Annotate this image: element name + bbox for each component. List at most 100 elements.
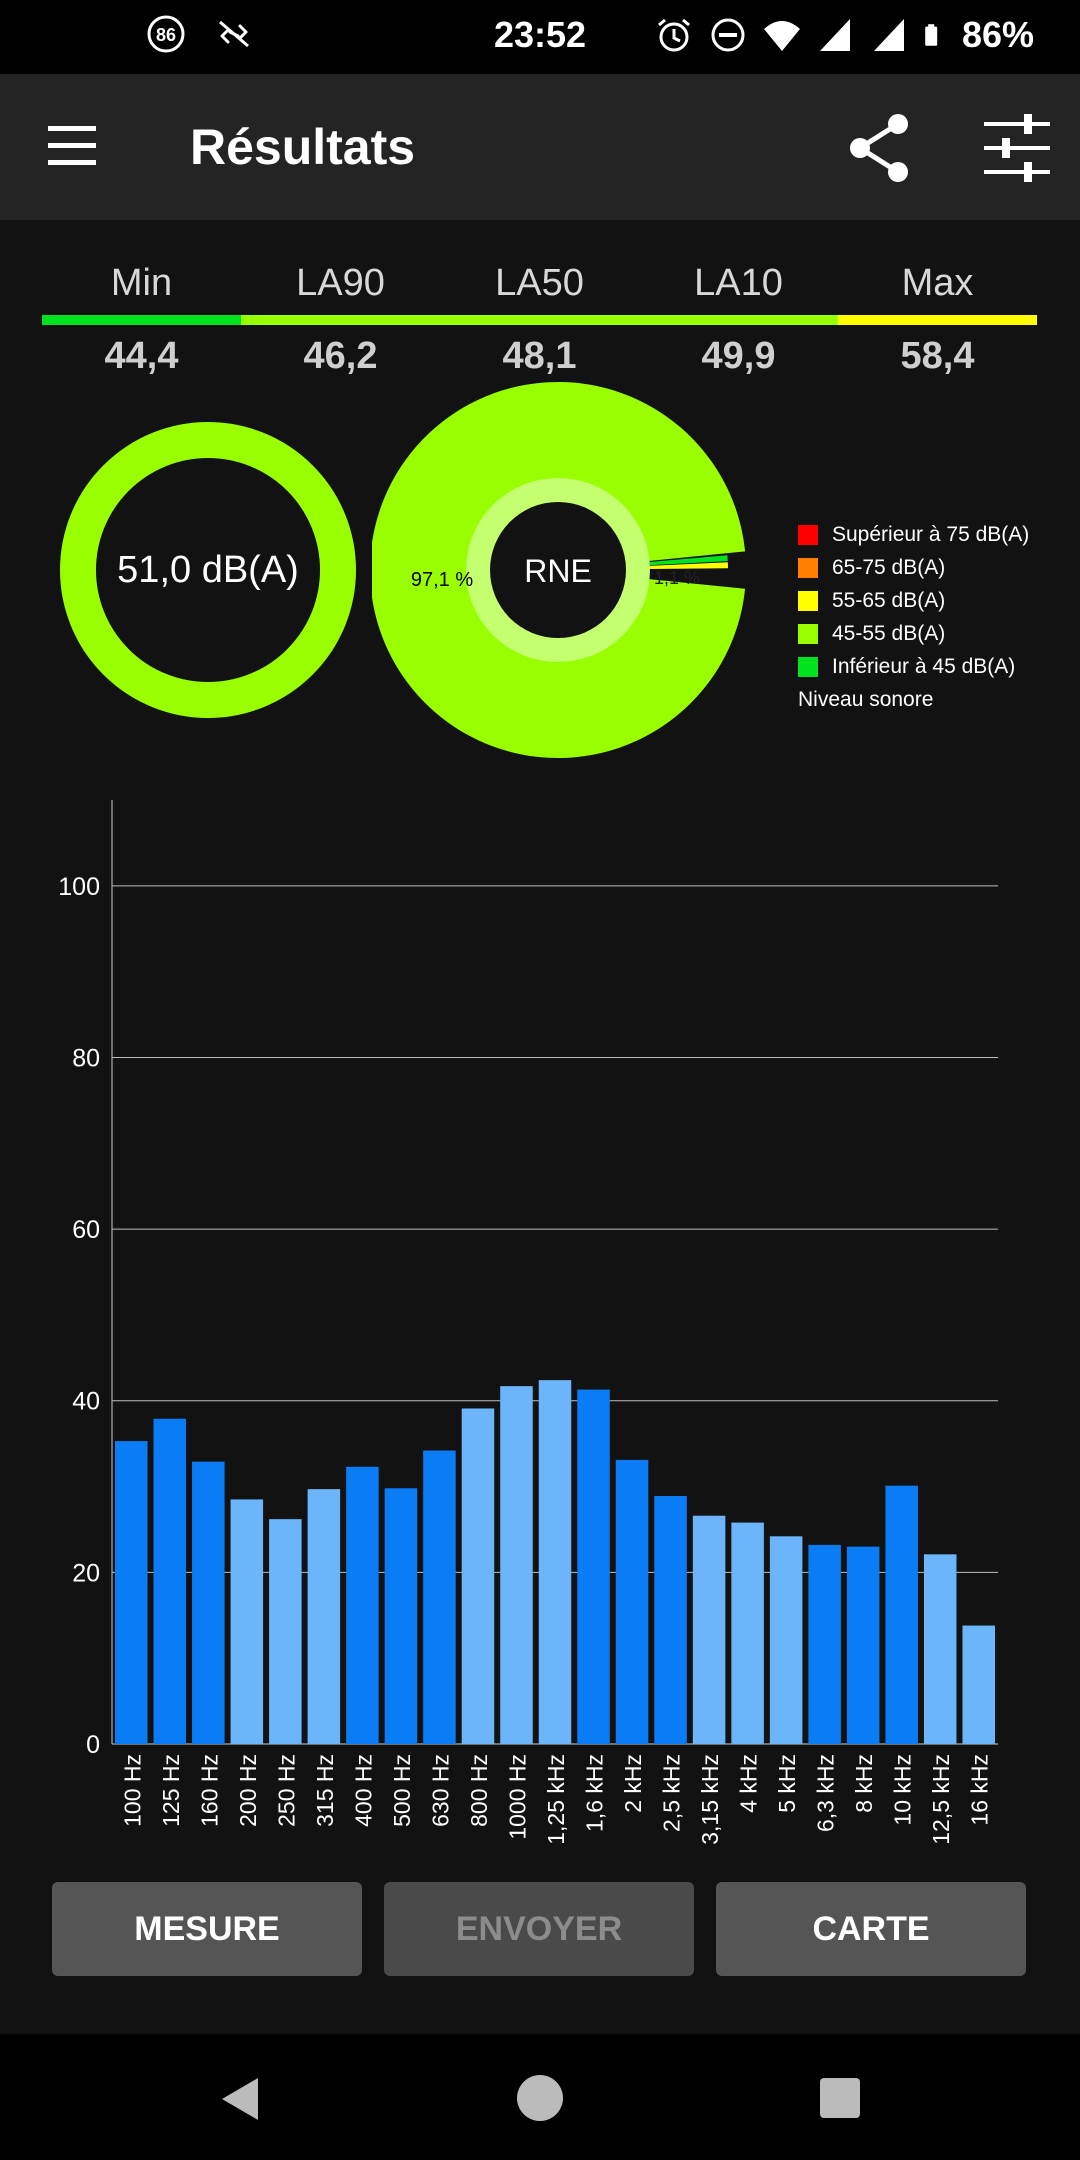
bar: [923, 1554, 957, 1744]
svg-text:86: 86: [156, 25, 176, 45]
bar: [500, 1386, 533, 1744]
stat-label: LA90: [296, 262, 385, 304]
x-tick-label: 2 kHz: [620, 1754, 646, 1813]
legend-label: Inférieur à 45 dB(A): [832, 654, 1016, 678]
x-tick-label: 5 kHz: [774, 1754, 800, 1813]
legend-label: 55-65 dB(A): [832, 588, 946, 612]
level-legend: Supérieur à 75 dB(A) 65-75 dB(A) 55-65 d…: [798, 518, 1029, 716]
bar: [384, 1488, 418, 1744]
rne-pie: RNE 97,1 % 1,1 %: [372, 382, 746, 758]
x-tick-label: 1,6 kHz: [582, 1754, 608, 1832]
bar: [962, 1625, 995, 1744]
stat-label: LA10: [694, 262, 783, 304]
stat-bar: [838, 315, 1037, 325]
x-tick-label: 1,25 kHz: [543, 1754, 569, 1845]
leq-ring: [60, 422, 356, 718]
legend-label: Supérieur à 75 dB(A): [832, 522, 1030, 546]
x-tick-label: 6,3 kHz: [813, 1754, 839, 1832]
legend-swatch: [798, 524, 818, 545]
bar: [846, 1546, 880, 1744]
tune-settings-icon[interactable]: [980, 112, 1054, 184]
stat-label: Max: [901, 262, 974, 304]
legend-item: 65-75 dB(A): [798, 551, 1029, 584]
rne-hole: [490, 502, 626, 638]
bar: [230, 1499, 264, 1744]
stat-label: LA50: [495, 262, 584, 304]
recents-icon[interactable]: [818, 2076, 862, 2120]
app-bar: Résultats: [0, 74, 1080, 220]
legend-swatch: [798, 557, 818, 578]
spectrum-bar-chart: 0 20 40 60 80 100 100 Hz 125 Hz 160 Hz 200 Hz 250 …: [58, 800, 998, 1845]
map-button[interactable]: CARTE: [716, 1882, 1026, 1976]
stat-max: Max 58,4: [838, 262, 1037, 378]
battery-percent: 86%: [961, 14, 1034, 55]
dnd-icon: [711, 18, 745, 52]
stat-value: 48,1: [502, 335, 577, 377]
legend-label: 45-55 dB(A): [832, 621, 946, 645]
bar: [269, 1519, 302, 1744]
system-nav-bar: [0, 2034, 1080, 2160]
menu-icon[interactable]: [40, 118, 104, 174]
x-tick-label: 160 Hz: [196, 1754, 222, 1827]
x-tick-label: 250 Hz: [273, 1754, 299, 1827]
y-tick-label: 80: [72, 1044, 100, 1072]
bar: [808, 1544, 841, 1744]
x-tick-label: 200 Hz: [235, 1754, 261, 1827]
x-tick-label: 630 Hz: [427, 1754, 453, 1827]
x-tick-label: 4 kHz: [736, 1754, 762, 1813]
x-tick-label: 2,5 kHz: [659, 1754, 685, 1832]
bar: [577, 1389, 610, 1744]
stat-bar: [639, 315, 838, 325]
stat-la10: LA10 49,9: [639, 262, 838, 378]
stat-value: 58,4: [900, 335, 975, 377]
y-tick-label: 60: [72, 1216, 100, 1244]
y-tick-label: 0: [86, 1731, 100, 1759]
stat-label: Min: [110, 262, 173, 304]
x-tick-label: 800 Hz: [466, 1754, 492, 1827]
legend-swatch: [798, 623, 818, 644]
alarm-icon: [657, 18, 690, 52]
x-tick-label: 500 Hz: [389, 1754, 415, 1827]
page-title: Résultats: [190, 119, 416, 175]
x-tick-label: 400 Hz: [350, 1754, 376, 1827]
link-off-icon: [219, 20, 249, 48]
y-tick-label: 100: [58, 873, 100, 901]
stat-la90: LA90 46,2: [241, 262, 440, 378]
legend-label: 65-75 dB(A): [832, 555, 946, 579]
bar: [654, 1495, 687, 1744]
send-button[interactable]: ENVOYER: [384, 1882, 694, 1976]
rne-slice-45-55: [372, 382, 746, 758]
back-icon[interactable]: [216, 2074, 266, 2124]
rne-main-percent: 97,1 %: [411, 569, 473, 591]
x-tick-label: 1000 Hz: [504, 1754, 530, 1840]
stat-bar: [42, 315, 241, 325]
x-tick-label: 8 kHz: [851, 1754, 877, 1813]
x-tick-label: 100 Hz: [119, 1754, 145, 1827]
legend-item: 55-65 dB(A): [798, 584, 1029, 617]
bar: [692, 1515, 726, 1744]
leq-donut: 51,0 dB(A): [60, 422, 356, 718]
signal-icon: [819, 19, 850, 51]
share-icon[interactable]: [842, 110, 918, 186]
bar: [538, 1380, 572, 1744]
bar: [153, 1418, 187, 1744]
legend-item: Supérieur à 75 dB(A): [798, 518, 1029, 551]
rne-center-label: RNE: [524, 553, 592, 589]
notification-86-icon: 86: [147, 15, 185, 53]
stat-la50: LA50 48,1: [440, 262, 639, 378]
signal-icon: [873, 19, 904, 51]
rne-small-percent: 1,1 %: [654, 568, 700, 588]
bar: [346, 1466, 379, 1744]
legend-swatch: [798, 656, 818, 677]
battery-icon: [925, 24, 938, 46]
stat-bar: [440, 315, 639, 325]
measure-button[interactable]: MESURE: [52, 1882, 362, 1976]
x-tick-label: 12,5 kHz: [928, 1754, 954, 1845]
bar: [423, 1450, 456, 1744]
legend-item: Inférieur à 45 dB(A): [798, 650, 1029, 683]
stat-value: 49,9: [701, 335, 776, 377]
y-tick-label: 40: [72, 1388, 100, 1416]
legend-swatch: [798, 590, 818, 611]
x-tick-label: 3,15 kHz: [697, 1754, 723, 1845]
home-icon[interactable]: [514, 2072, 566, 2124]
